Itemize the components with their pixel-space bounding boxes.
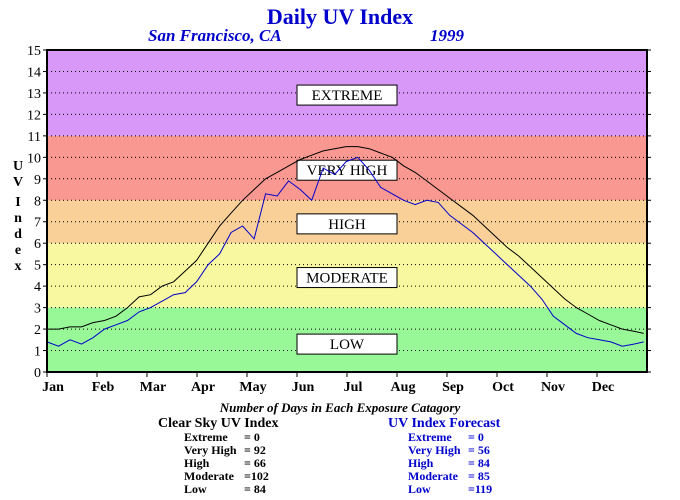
y-tick-label: 10 — [27, 151, 41, 166]
y-tick-label: 14 — [27, 65, 41, 80]
forecast-title: UV Index Forecast — [388, 416, 501, 431]
y-axis-label-letter: I — [15, 195, 20, 210]
x-tick-label: Feb — [92, 380, 115, 395]
y-tick-label: 8 — [34, 194, 41, 209]
clear-sky-title: Clear Sky UV Index — [158, 416, 278, 431]
y-axis-label-letter: V — [13, 175, 23, 190]
y-tick-label: 7 — [34, 216, 41, 231]
y-tick-label: 5 — [34, 259, 41, 274]
y-tick-label: 2 — [34, 323, 41, 338]
y-axis-label-letter: U — [13, 159, 23, 174]
band-label: MODERATE — [306, 271, 388, 287]
summary-row-value: = 85 — [468, 469, 490, 483]
grid-lines — [47, 70, 647, 352]
y-tick-label: 3 — [34, 302, 41, 317]
y-tick-label: 6 — [34, 237, 41, 252]
x-tick-label: Sep — [442, 380, 464, 395]
summary-row-value: = 92 — [244, 443, 266, 457]
x-tick-label: Mar — [140, 380, 166, 395]
summary-row-label: Low — [408, 482, 431, 496]
summary-row-label: Very High — [408, 443, 461, 457]
summary-row-value: =119 — [468, 482, 492, 496]
y-axis-label-letter: e — [15, 243, 21, 258]
x-tick-label: Nov — [541, 380, 565, 395]
x-tick-label: Jul — [344, 380, 363, 395]
summary-row-label: Extreme — [408, 430, 452, 444]
band-label: LOW — [330, 337, 365, 353]
y-tick-label: 12 — [27, 108, 41, 123]
x-tick-label: May — [239, 380, 266, 395]
y-axis-label-letter: x — [15, 259, 22, 274]
y-tick-label: 15 — [27, 44, 41, 59]
forecast-line — [46, 156, 644, 347]
x-tick-label: Aug — [391, 380, 416, 395]
summary-row-label: Moderate — [184, 469, 235, 483]
x-tick-label: Jun — [292, 380, 315, 395]
y-axis-label-letter: d — [14, 227, 22, 242]
clear-sky-table: Extreme = 0 Very High = 92 High = 66 Moderate =… — [184, 430, 269, 496]
summary-row-label: Very High — [184, 443, 237, 457]
summary-heading: Number of Days in Each Exposure Catagory — [219, 400, 461, 415]
summary-row-label: Low — [184, 482, 207, 496]
band-label-box — [296, 267, 398, 289]
y-tick-label: 13 — [27, 87, 41, 102]
summary-row-value: =102 — [244, 469, 269, 483]
series-lines — [46, 146, 644, 347]
summary-row-label: Extreme — [184, 430, 228, 444]
summary-row-value: = 56 — [468, 443, 490, 457]
summary-row-label: High — [408, 456, 434, 470]
clear-sky-line — [47, 146, 644, 334]
x-axis-ticks: Jan Feb Mar Apr May Jun Jul Aug Sep Oct Nov Dec — [42, 372, 614, 395]
x-tick-label: Oct — [492, 380, 514, 395]
summary-row-label: Moderate — [408, 469, 459, 483]
chart-subtitle-location: San Francisco, CA — [148, 26, 282, 45]
band-label: HIGH — [328, 217, 366, 233]
band-label-box — [296, 213, 398, 235]
band-label-box — [296, 84, 398, 106]
summary-row-value: = 66 — [244, 456, 266, 470]
y-axis-label-letter: n — [14, 211, 22, 226]
y-tick-label: 11 — [28, 130, 41, 145]
summary-row-value: = 0 — [244, 430, 260, 444]
summary-row-value: = 84 — [244, 482, 266, 496]
y-tick-label: 9 — [34, 173, 41, 188]
x-tick-label: Dec — [592, 380, 615, 395]
summary-row-value: = 0 — [468, 430, 484, 444]
x-tick-label: Apr — [191, 380, 215, 395]
summary-row-value: = 84 — [468, 456, 490, 470]
y-tick-label: 4 — [34, 280, 41, 295]
forecast-table: Extreme = 0 Very High = 56 High = 84 Moderate =… — [408, 430, 492, 496]
band-label: EXTREME — [312, 88, 383, 104]
y-tick-label: 0 — [34, 366, 41, 381]
x-tick-label: Jan — [42, 380, 64, 395]
band-label-box — [296, 333, 398, 355]
chart-title: Daily UV Index — [267, 4, 413, 29]
summary-row-label: High — [184, 456, 210, 470]
y-tick-label: 1 — [34, 345, 41, 360]
band-label: VERY HIGH — [307, 163, 388, 179]
chart-subtitle-year: 1999 — [430, 26, 465, 45]
